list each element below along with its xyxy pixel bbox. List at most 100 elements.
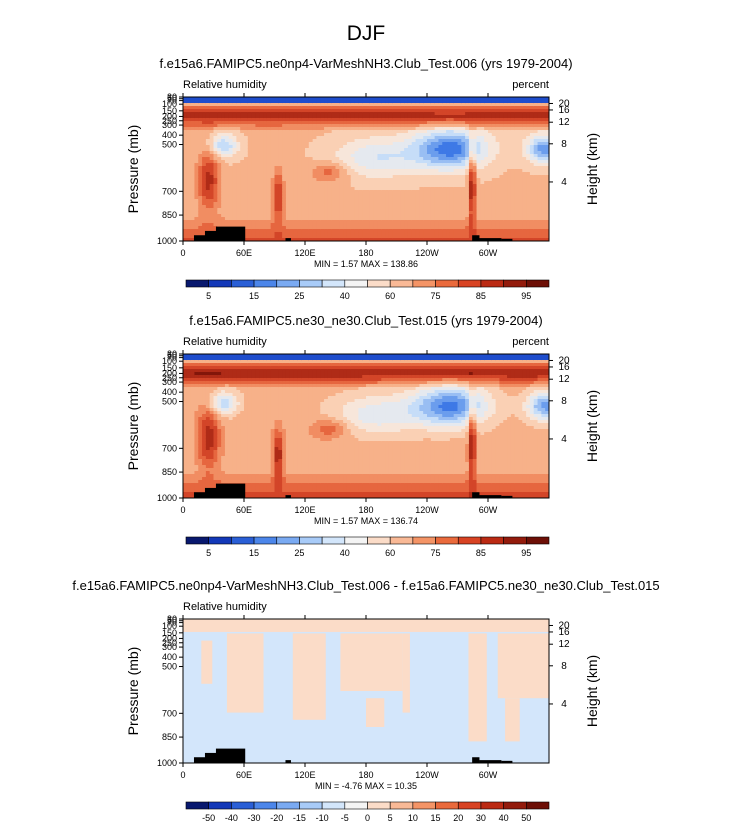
height-tick-label: 4 (561, 434, 567, 445)
colorbar-box (435, 279, 459, 288)
x-tick-label: 180 (358, 248, 373, 258)
colorbar: 5 15 25 40 60 75 85 95 (185, 279, 550, 301)
variable-label: Relative humidity (183, 601, 267, 613)
colorbar-label: 20 (453, 813, 463, 823)
colorbar-box (231, 801, 255, 810)
y-axis-label: Pressure (mb) (125, 125, 141, 214)
pressure-tick-label: 70 (167, 353, 177, 363)
colorbar-label: 25 (294, 291, 304, 301)
colorbar-box (389, 279, 414, 288)
colorbar-label: 40 (340, 548, 350, 558)
height-tick-label: 16 (558, 105, 570, 116)
pressure-tick-label: 200 (162, 633, 177, 643)
colorbar-box (526, 279, 550, 288)
colorbar-box (231, 536, 255, 545)
y-axis-label: Pressure (mb) (125, 382, 141, 471)
colorbar-box (299, 801, 323, 810)
pressure-tick-label: 300 (162, 642, 177, 652)
pressure-tick-label: 850 (162, 467, 177, 477)
y-axis-label-right: Height (km) (584, 133, 600, 205)
contour-field (183, 97, 550, 242)
colorbar-box (344, 279, 368, 288)
colorbar-box (526, 801, 550, 810)
colorbar-box (276, 279, 300, 288)
panel-title: f.e15a6.FAMIPC5.ne30_ne30.Club_Test.015 … (189, 313, 542, 328)
pressure-tick-label: 70 (167, 96, 177, 106)
colorbar-label: 15 (249, 548, 259, 558)
contour-field (183, 354, 550, 499)
x-tick-label: 0 (180, 770, 185, 780)
colorbar-box (253, 801, 278, 810)
colorbar-box (299, 279, 323, 288)
pressure-tick-label: 1000 (157, 493, 177, 503)
pressure-tick-label: 400 (162, 387, 177, 397)
height-tick-label: 16 (558, 627, 570, 638)
colorbar-label: 15 (431, 813, 441, 823)
colorbar-label: -10 (316, 813, 329, 823)
height-tick-label: 20 (558, 98, 570, 109)
colorbar-box (526, 536, 550, 545)
pressure-tick-label: 700 (162, 186, 177, 196)
colorbar-box (503, 801, 527, 810)
pressure-tick-label: 700 (162, 443, 177, 453)
x-tick-label: 120W (415, 248, 439, 258)
pressure-tick-label: 500 (162, 662, 177, 672)
colorbar-box (367, 279, 391, 288)
colorbar-label: 5 (206, 548, 211, 558)
panel-2: f.e15a6.FAMIPC5.ne30_ne30.Club_Test.015 … (125, 313, 600, 558)
colorbar-box (480, 536, 504, 545)
colorbar: 5 15 25 40 60 75 85 95 (185, 536, 550, 558)
colorbar-box (276, 801, 300, 810)
x-tick-label: 120E (294, 505, 315, 515)
pressure-tick-label: 50 (167, 351, 177, 361)
colorbar-box (435, 536, 459, 545)
x-tick-label: 120E (294, 248, 315, 258)
y-axis-label-right: Height (km) (584, 655, 600, 727)
colorbar-box (299, 536, 323, 545)
colorbar-box (185, 279, 209, 288)
colorbar-box (321, 801, 346, 810)
colorbar-label: 95 (521, 548, 531, 558)
colorbar-box (185, 801, 209, 810)
pressure-tick-label: 150 (162, 363, 177, 373)
min-max-stats: MIN = 1.57 MAX = 138.86 (314, 259, 418, 269)
pressure-tick-label: 400 (162, 130, 177, 140)
pressure-tick-label: 300 (162, 120, 177, 130)
pressure-tick-label: 100 (162, 356, 177, 366)
variable-label: Relative humidity (183, 336, 267, 348)
colorbar-label: 40 (340, 291, 350, 301)
colorbar-box (231, 279, 255, 288)
units-label: percent (512, 79, 549, 91)
min-max-stats: MIN = 1.57 MAX = 136.74 (314, 516, 418, 526)
pressure-tick-label: 30 (167, 614, 177, 624)
y-axis-label: Pressure (mb) (125, 647, 141, 736)
pressure-tick-label: 70 (167, 618, 177, 628)
colorbar-label: 50 (521, 813, 531, 823)
height-tick-label: 12 (558, 374, 570, 385)
colorbar-box (457, 536, 482, 545)
variable-label: Relative humidity (183, 79, 267, 91)
colorbar-box (457, 279, 482, 288)
colorbar-box (412, 279, 436, 288)
pressure-tick-label: 850 (162, 732, 177, 742)
pressure-tick-label: 50 (167, 94, 177, 104)
colorbar-box (321, 536, 346, 545)
colorbar-box (276, 536, 300, 545)
colorbar-label: 10 (408, 813, 418, 823)
x-tick-label: 180 (358, 505, 373, 515)
colorbar-box (412, 536, 436, 545)
colorbar-label: 30 (476, 813, 486, 823)
colorbar-label: 5 (206, 291, 211, 301)
pressure-tick-label: 500 (162, 397, 177, 407)
x-tick-label: 0 (180, 505, 185, 515)
x-tick-label: 60E (236, 248, 252, 258)
panel-3: f.e15a6.FAMIPC5.ne0np4-VarMeshNH3.Club_T… (72, 578, 659, 823)
pressure-tick-label: 150 (162, 628, 177, 638)
contour-field (183, 619, 549, 763)
colorbar-label: 75 (431, 548, 441, 558)
colorbar-label: -30 (248, 813, 261, 823)
colorbar-label: 85 (476, 291, 486, 301)
min-max-stats: MIN = -4.76 MAX = 10.35 (315, 781, 417, 791)
colorbar-box (457, 801, 482, 810)
